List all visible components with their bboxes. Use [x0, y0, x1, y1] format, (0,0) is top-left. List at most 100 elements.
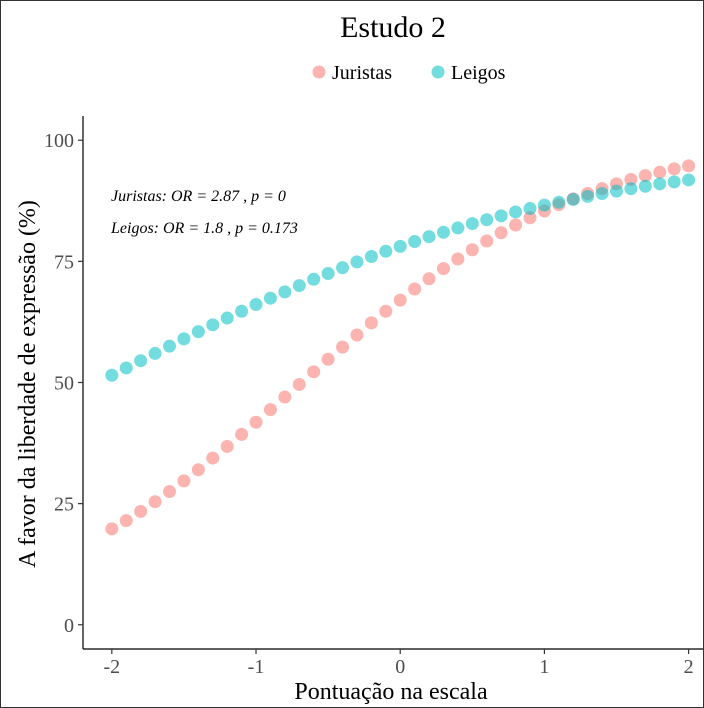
point-juristas — [509, 218, 523, 232]
point-leigos — [379, 244, 393, 258]
legend-label-leigos: Leigos — [451, 62, 506, 84]
point-juristas — [436, 262, 450, 276]
y-tick-label: 25 — [54, 494, 74, 516]
point-juristas — [292, 377, 306, 391]
y-tick-label: 100 — [44, 130, 74, 152]
point-leigos — [321, 266, 335, 280]
point-leigos — [263, 291, 277, 305]
point-leigos — [422, 230, 436, 244]
point-juristas — [480, 234, 494, 248]
point-juristas — [235, 427, 249, 441]
point-leigos — [465, 217, 479, 231]
point-juristas — [350, 328, 364, 342]
x-tick-label: 0 — [395, 656, 405, 678]
legend-swatch-juristas — [312, 65, 326, 79]
x-axis-label: Pontuação na escala — [294, 679, 488, 705]
point-juristas — [379, 304, 393, 318]
point-juristas — [278, 390, 292, 404]
point-leigos — [682, 173, 696, 187]
data-points — [105, 159, 696, 536]
point-juristas — [451, 252, 465, 266]
point-juristas — [465, 243, 479, 257]
point-juristas — [408, 282, 422, 296]
point-juristas — [364, 316, 378, 330]
point-leigos — [393, 239, 407, 253]
point-leigos — [336, 261, 350, 275]
point-leigos — [220, 311, 234, 325]
y-tick-label: 50 — [54, 373, 74, 395]
point-juristas — [523, 211, 537, 225]
point-juristas — [667, 162, 681, 176]
legend: Juristas Leigos — [312, 62, 506, 84]
point-leigos — [278, 285, 292, 299]
point-leigos — [480, 213, 494, 227]
point-juristas — [191, 463, 205, 477]
point-juristas — [263, 403, 277, 417]
point-leigos — [206, 318, 220, 332]
chart-title: Estudo 2 — [340, 11, 446, 44]
x-tick-label: 2 — [684, 656, 694, 678]
point-juristas — [321, 352, 335, 366]
x-tick-label: -2 — [104, 656, 121, 678]
point-juristas — [638, 169, 652, 183]
point-leigos — [624, 182, 638, 196]
point-leigos — [509, 205, 523, 219]
x-tick-label: 1 — [539, 656, 549, 678]
point-leigos — [177, 332, 191, 346]
point-leigos — [609, 184, 623, 198]
point-leigos — [566, 192, 580, 206]
point-juristas — [119, 514, 133, 528]
point-leigos — [235, 304, 249, 318]
point-leigos — [595, 187, 609, 201]
point-leigos — [408, 234, 422, 248]
point-leigos — [638, 179, 652, 193]
point-leigos — [191, 325, 205, 339]
point-juristas — [494, 226, 508, 240]
point-juristas — [307, 365, 321, 379]
point-leigos — [249, 297, 263, 311]
y-tick-label: 75 — [54, 251, 74, 273]
y-axis-ticks: 0 25 50 75 100 — [44, 130, 83, 637]
y-axis-label: A favor da liberdade de expressão (%) — [15, 200, 41, 568]
point-leigos — [552, 195, 566, 209]
point-leigos — [350, 255, 364, 269]
point-juristas — [177, 474, 191, 488]
point-leigos — [451, 221, 465, 235]
annotation-juristas: Juristas: OR = 2.87 , p = 0 — [111, 188, 286, 205]
point-juristas — [134, 504, 148, 518]
point-juristas — [220, 439, 234, 453]
point-leigos — [148, 346, 162, 360]
point-leigos — [653, 177, 667, 191]
point-juristas — [422, 272, 436, 286]
point-leigos — [364, 250, 378, 264]
point-leigos — [119, 361, 133, 375]
point-juristas — [336, 340, 350, 354]
point-leigos — [494, 209, 508, 223]
y-tick-label: 0 — [64, 615, 74, 637]
point-leigos — [667, 175, 681, 189]
point-juristas — [393, 293, 407, 307]
point-leigos — [105, 368, 119, 382]
point-leigos — [581, 189, 595, 203]
point-juristas — [653, 165, 667, 179]
point-juristas — [682, 159, 696, 173]
point-leigos — [307, 272, 321, 286]
point-juristas — [624, 172, 638, 186]
x-tick-label: -1 — [248, 656, 265, 678]
legend-label-juristas: Juristas — [332, 62, 392, 84]
legend-swatch-leigos — [431, 65, 445, 79]
point-leigos — [134, 354, 148, 368]
point-leigos — [523, 202, 537, 216]
x-axis-ticks: -2 -1 0 1 2 — [104, 649, 694, 678]
point-juristas — [249, 415, 263, 429]
point-leigos — [436, 225, 450, 239]
point-juristas — [148, 495, 162, 509]
point-juristas — [163, 485, 177, 499]
point-juristas — [206, 451, 220, 465]
point-leigos — [537, 198, 551, 212]
point-leigos — [292, 279, 306, 293]
point-juristas — [105, 522, 119, 536]
annotation-leigos: Leigos: OR = 1.8 , p = 0.173 — [110, 220, 298, 237]
